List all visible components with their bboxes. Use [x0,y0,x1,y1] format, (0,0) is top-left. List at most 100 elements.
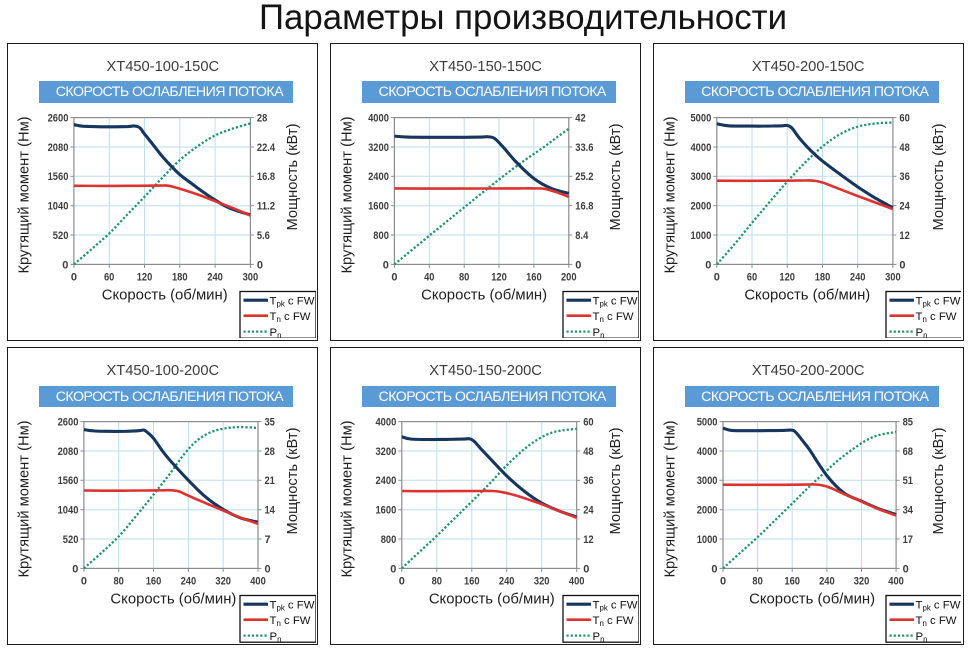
svg-text:4000: 4000 [368,112,389,124]
svg-text:Скорость (об/мин): Скорость (об/мин) [749,592,875,608]
svg-text:80: 80 [432,576,442,588]
svg-text:Крутящий момент (Нм): Крутящий момент (Нм) [662,421,678,578]
svg-text:Tn с FW: Tn с FW [270,615,311,628]
svg-text:2400: 2400 [376,476,397,488]
svg-text:320: 320 [216,576,232,588]
svg-text:Крутящий момент (Нм): Крутящий момент (Нм) [340,116,356,273]
svg-text:68: 68 [902,446,912,458]
svg-text:14: 14 [265,505,276,517]
svg-text:2000: 2000 [690,200,711,212]
svg-text:Pn: Pn [593,327,605,339]
svg-text:5000: 5000 [690,112,711,124]
svg-text:0: 0 [714,271,720,283]
svg-text:11.2: 11.2 [257,200,275,212]
svg-text:0: 0 [575,259,581,271]
svg-text:Скорость (об/мин): Скорость (об/мин) [111,592,237,608]
svg-text:40: 40 [424,271,434,283]
svg-text:0: 0 [63,259,69,271]
svg-text:Скорость (об/мин): Скорость (об/мин) [744,287,870,303]
svg-text:0: 0 [390,564,396,576]
svg-text:34: 34 [902,505,913,517]
svg-text:Pn: Pn [915,327,927,339]
svg-text:800: 800 [373,230,389,242]
svg-text:2400: 2400 [368,171,389,183]
svg-text:1040: 1040 [58,505,79,517]
svg-text:Tn с FW: Tn с FW [593,615,634,628]
svg-text:1040: 1040 [48,200,69,212]
svg-text:0: 0 [705,259,711,271]
svg-text:48: 48 [583,446,593,458]
svg-text:240: 240 [208,271,224,283]
svg-text:3000: 3000 [696,476,717,488]
svg-text:Tn с FW: Tn с FW [270,311,311,324]
svg-text:0: 0 [720,576,726,588]
svg-text:Pn: Pn [593,631,605,643]
svg-text:Tpk с FW: Tpk с FW [270,295,315,308]
svg-text:22.4: 22.4 [257,142,276,154]
svg-text:520: 520 [63,534,79,546]
svg-text:240: 240 [499,576,515,588]
svg-text:160: 160 [146,576,162,588]
svg-text:200: 200 [561,271,577,283]
svg-text:21: 21 [265,476,275,488]
svg-text:160: 160 [526,271,542,283]
svg-text:180: 180 [172,271,188,283]
svg-text:120: 120 [491,271,507,283]
svg-text:Pn: Pn [915,631,927,643]
svg-text:3200: 3200 [376,446,397,458]
svg-text:4000: 4000 [696,446,717,458]
svg-text:2000: 2000 [696,505,717,517]
svg-text:80: 80 [752,576,762,588]
svg-text:60: 60 [104,271,114,283]
svg-text:24: 24 [583,505,594,517]
svg-text:7: 7 [265,534,271,546]
svg-text:2600: 2600 [58,417,79,429]
svg-text:Tpk с FW: Tpk с FW [915,295,960,308]
svg-text:35: 35 [265,417,275,429]
svg-text:28: 28 [265,446,275,458]
svg-text:Tpk с FW: Tpk с FW [593,295,638,308]
svg-text:16.8: 16.8 [257,171,275,183]
svg-text:0: 0 [71,271,77,283]
svg-text:1600: 1600 [368,200,389,212]
svg-text:Мощность (кВт): Мощность (кВт) [608,428,624,535]
svg-text:Крутящий момент (Нм): Крутящий момент (Нм) [340,421,356,578]
svg-text:Мощность (кВт): Мощность (кВт) [931,428,947,535]
svg-text:1000: 1000 [690,230,711,242]
svg-text:80: 80 [459,271,469,283]
svg-text:Мощность (кВт): Мощность (кВт) [931,123,947,230]
svg-text:400: 400 [888,576,904,588]
svg-text:Tn с FW: Tn с FW [593,311,634,324]
svg-text:320: 320 [534,576,550,588]
svg-text:0: 0 [583,564,589,576]
svg-text:Tpk с FW: Tpk с FW [593,600,638,613]
svg-text:0: 0 [383,259,389,271]
svg-text:28: 28 [257,112,267,124]
svg-text:12: 12 [583,534,593,546]
svg-text:0: 0 [399,576,405,588]
svg-text:Скорость (об/мин): Скорость (об/мин) [102,287,228,303]
svg-text:42: 42 [575,112,585,124]
svg-text:0: 0 [265,564,271,576]
svg-text:2600: 2600 [48,112,69,124]
svg-text:180: 180 [814,271,830,283]
svg-text:2080: 2080 [58,446,79,458]
svg-text:1000: 1000 [696,534,717,546]
svg-text:12: 12 [899,230,909,242]
svg-text:33.6: 33.6 [575,142,593,154]
svg-text:520: 520 [53,230,69,242]
svg-text:Скорость (об/мин): Скорость (об/мин) [421,287,547,303]
svg-text:51: 51 [902,476,912,488]
svg-text:16.8: 16.8 [575,200,593,212]
svg-text:0: 0 [73,564,79,576]
svg-text:240: 240 [819,576,835,588]
svg-text:120: 120 [137,271,153,283]
svg-text:Pn: Pn [270,327,282,339]
svg-text:300: 300 [885,271,901,283]
svg-text:240: 240 [181,576,197,588]
svg-text:Tpk с FW: Tpk с FW [270,600,315,613]
svg-text:400: 400 [569,576,585,588]
svg-text:0: 0 [81,576,87,588]
svg-text:Мощность (кВт): Мощность (кВт) [285,428,301,535]
svg-text:Скорость (об/мин): Скорость (об/мин) [429,592,555,608]
